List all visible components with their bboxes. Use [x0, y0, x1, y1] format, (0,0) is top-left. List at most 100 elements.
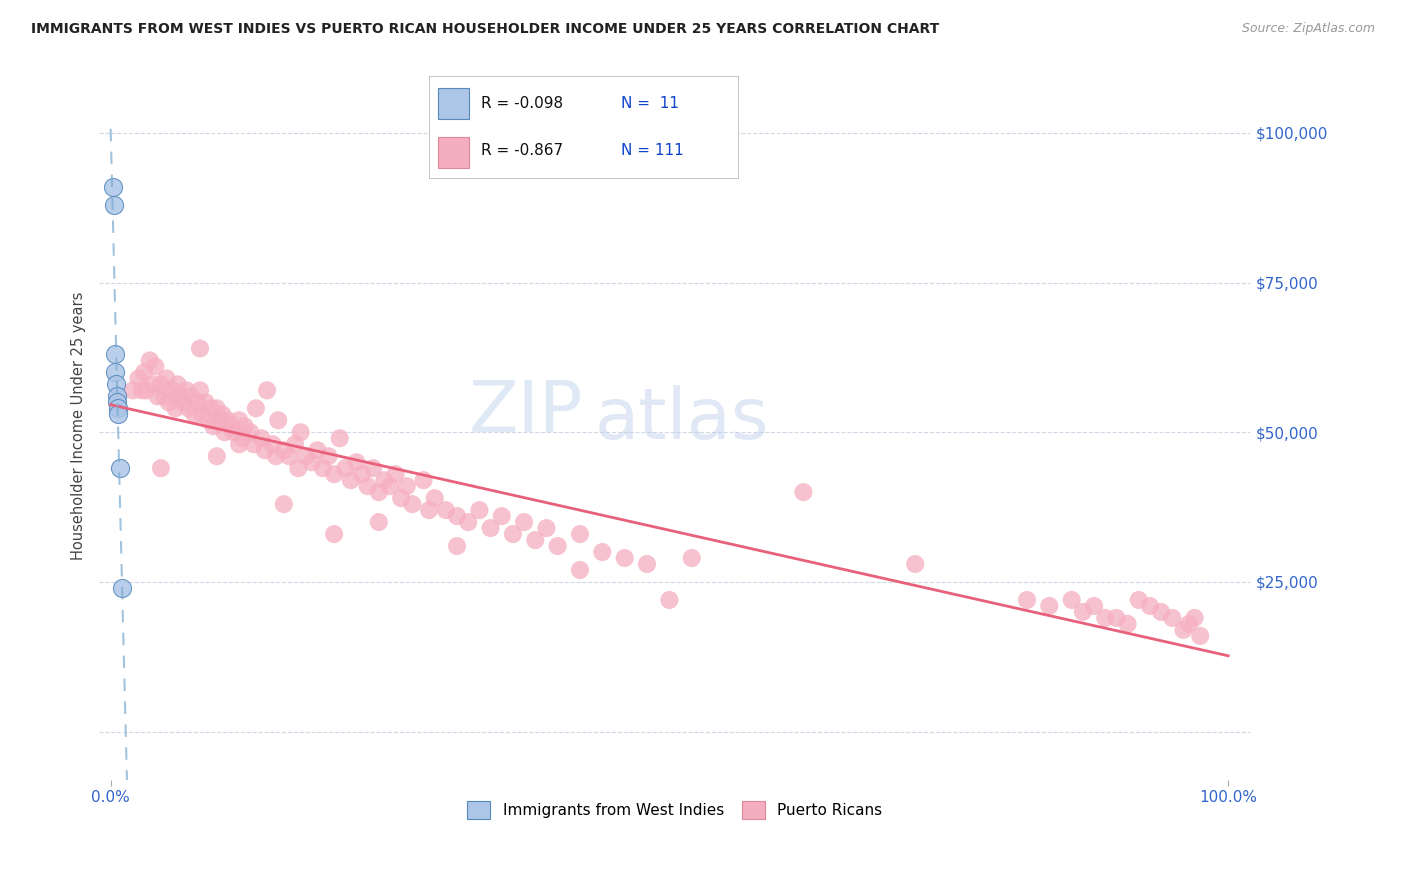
Point [273, 443, 295, 458]
Point [149, 461, 172, 475]
Point [131, 384, 153, 398]
Point [239, 425, 262, 440]
Point [681, 551, 703, 566]
Point [1094, 611, 1116, 625]
Bar [439, 88, 470, 119]
Point [412, 473, 434, 487]
Legend: Immigrants from West Indies, Puerto Ricans: Immigrants from West Indies, Puerto Rica… [461, 795, 889, 825]
Point [105, 377, 128, 392]
Text: Source: ZipAtlas.com: Source: ZipAtlas.com [1241, 22, 1375, 36]
Point [157, 395, 180, 409]
Point [290, 425, 312, 440]
Point [107, 407, 129, 421]
Point [191, 407, 214, 421]
Point [568, 527, 591, 541]
Point [367, 485, 389, 500]
Point [792, 485, 814, 500]
Point [389, 491, 412, 505]
Point [104, 347, 127, 361]
Point [591, 545, 613, 559]
Point [1071, 605, 1094, 619]
Point [401, 497, 423, 511]
Point [307, 443, 329, 458]
Point [513, 515, 536, 529]
Point [105, 395, 128, 409]
Point [1105, 611, 1128, 625]
Point [423, 491, 446, 505]
Point [194, 395, 217, 409]
Point [211, 407, 233, 421]
Point [1083, 599, 1105, 613]
Point [367, 515, 389, 529]
Point [209, 413, 232, 427]
Point [142, 377, 165, 392]
Text: R = -0.867: R = -0.867 [481, 144, 564, 158]
Point [221, 419, 243, 434]
Point [295, 449, 318, 463]
Point [1150, 605, 1173, 619]
Point [1060, 593, 1083, 607]
Point [479, 521, 502, 535]
Point [138, 353, 160, 368]
Point [446, 539, 468, 553]
Point [356, 479, 378, 493]
Point [1015, 593, 1038, 607]
Point [278, 449, 301, 463]
Point [228, 437, 250, 451]
Point [231, 431, 253, 445]
Point [165, 401, 187, 416]
Point [335, 461, 357, 475]
Point [1139, 599, 1161, 613]
Point [128, 371, 150, 385]
Point [613, 551, 636, 566]
Point [200, 401, 222, 416]
Point [468, 503, 491, 517]
Point [160, 384, 183, 398]
Point [658, 593, 681, 607]
Point [434, 503, 457, 517]
Point [384, 467, 406, 482]
Point [547, 539, 569, 553]
Point [183, 407, 205, 421]
Text: R = -0.098: R = -0.098 [481, 96, 564, 111]
Bar [439, 137, 470, 168]
Point [101, 179, 124, 194]
Point [446, 509, 468, 524]
Point [329, 431, 352, 445]
Point [198, 413, 221, 427]
Point [361, 461, 384, 475]
Point [242, 437, 264, 451]
Point [104, 365, 127, 379]
Point [169, 389, 191, 403]
Point [228, 413, 250, 427]
Point [105, 389, 128, 403]
Point [188, 384, 211, 398]
Point [312, 461, 335, 475]
Point [103, 198, 125, 212]
Point [1161, 611, 1184, 625]
Point [217, 413, 239, 427]
Point [568, 563, 591, 577]
Point [340, 473, 363, 487]
Point [457, 515, 479, 529]
Point [1178, 616, 1201, 631]
Point [134, 365, 156, 379]
Point [253, 443, 276, 458]
Point [205, 449, 228, 463]
Point [108, 461, 131, 475]
Point [111, 581, 134, 595]
Point [491, 509, 513, 524]
Y-axis label: Householder Income Under 25 years: Householder Income Under 25 years [72, 292, 86, 560]
Point [1189, 629, 1212, 643]
Point [146, 389, 169, 403]
Point [524, 533, 547, 547]
Point [188, 342, 211, 356]
Point [318, 449, 340, 463]
Point [1116, 616, 1139, 631]
Text: IMMIGRANTS FROM WEST INDIES VS PUERTO RICAN HOUSEHOLDER INCOME UNDER 25 YEARS CO: IMMIGRANTS FROM WEST INDIES VS PUERTO RI… [31, 22, 939, 37]
Point [166, 377, 188, 392]
Point [273, 497, 295, 511]
Text: ZIP: ZIP [468, 377, 583, 447]
Point [180, 389, 202, 403]
Point [287, 461, 309, 475]
